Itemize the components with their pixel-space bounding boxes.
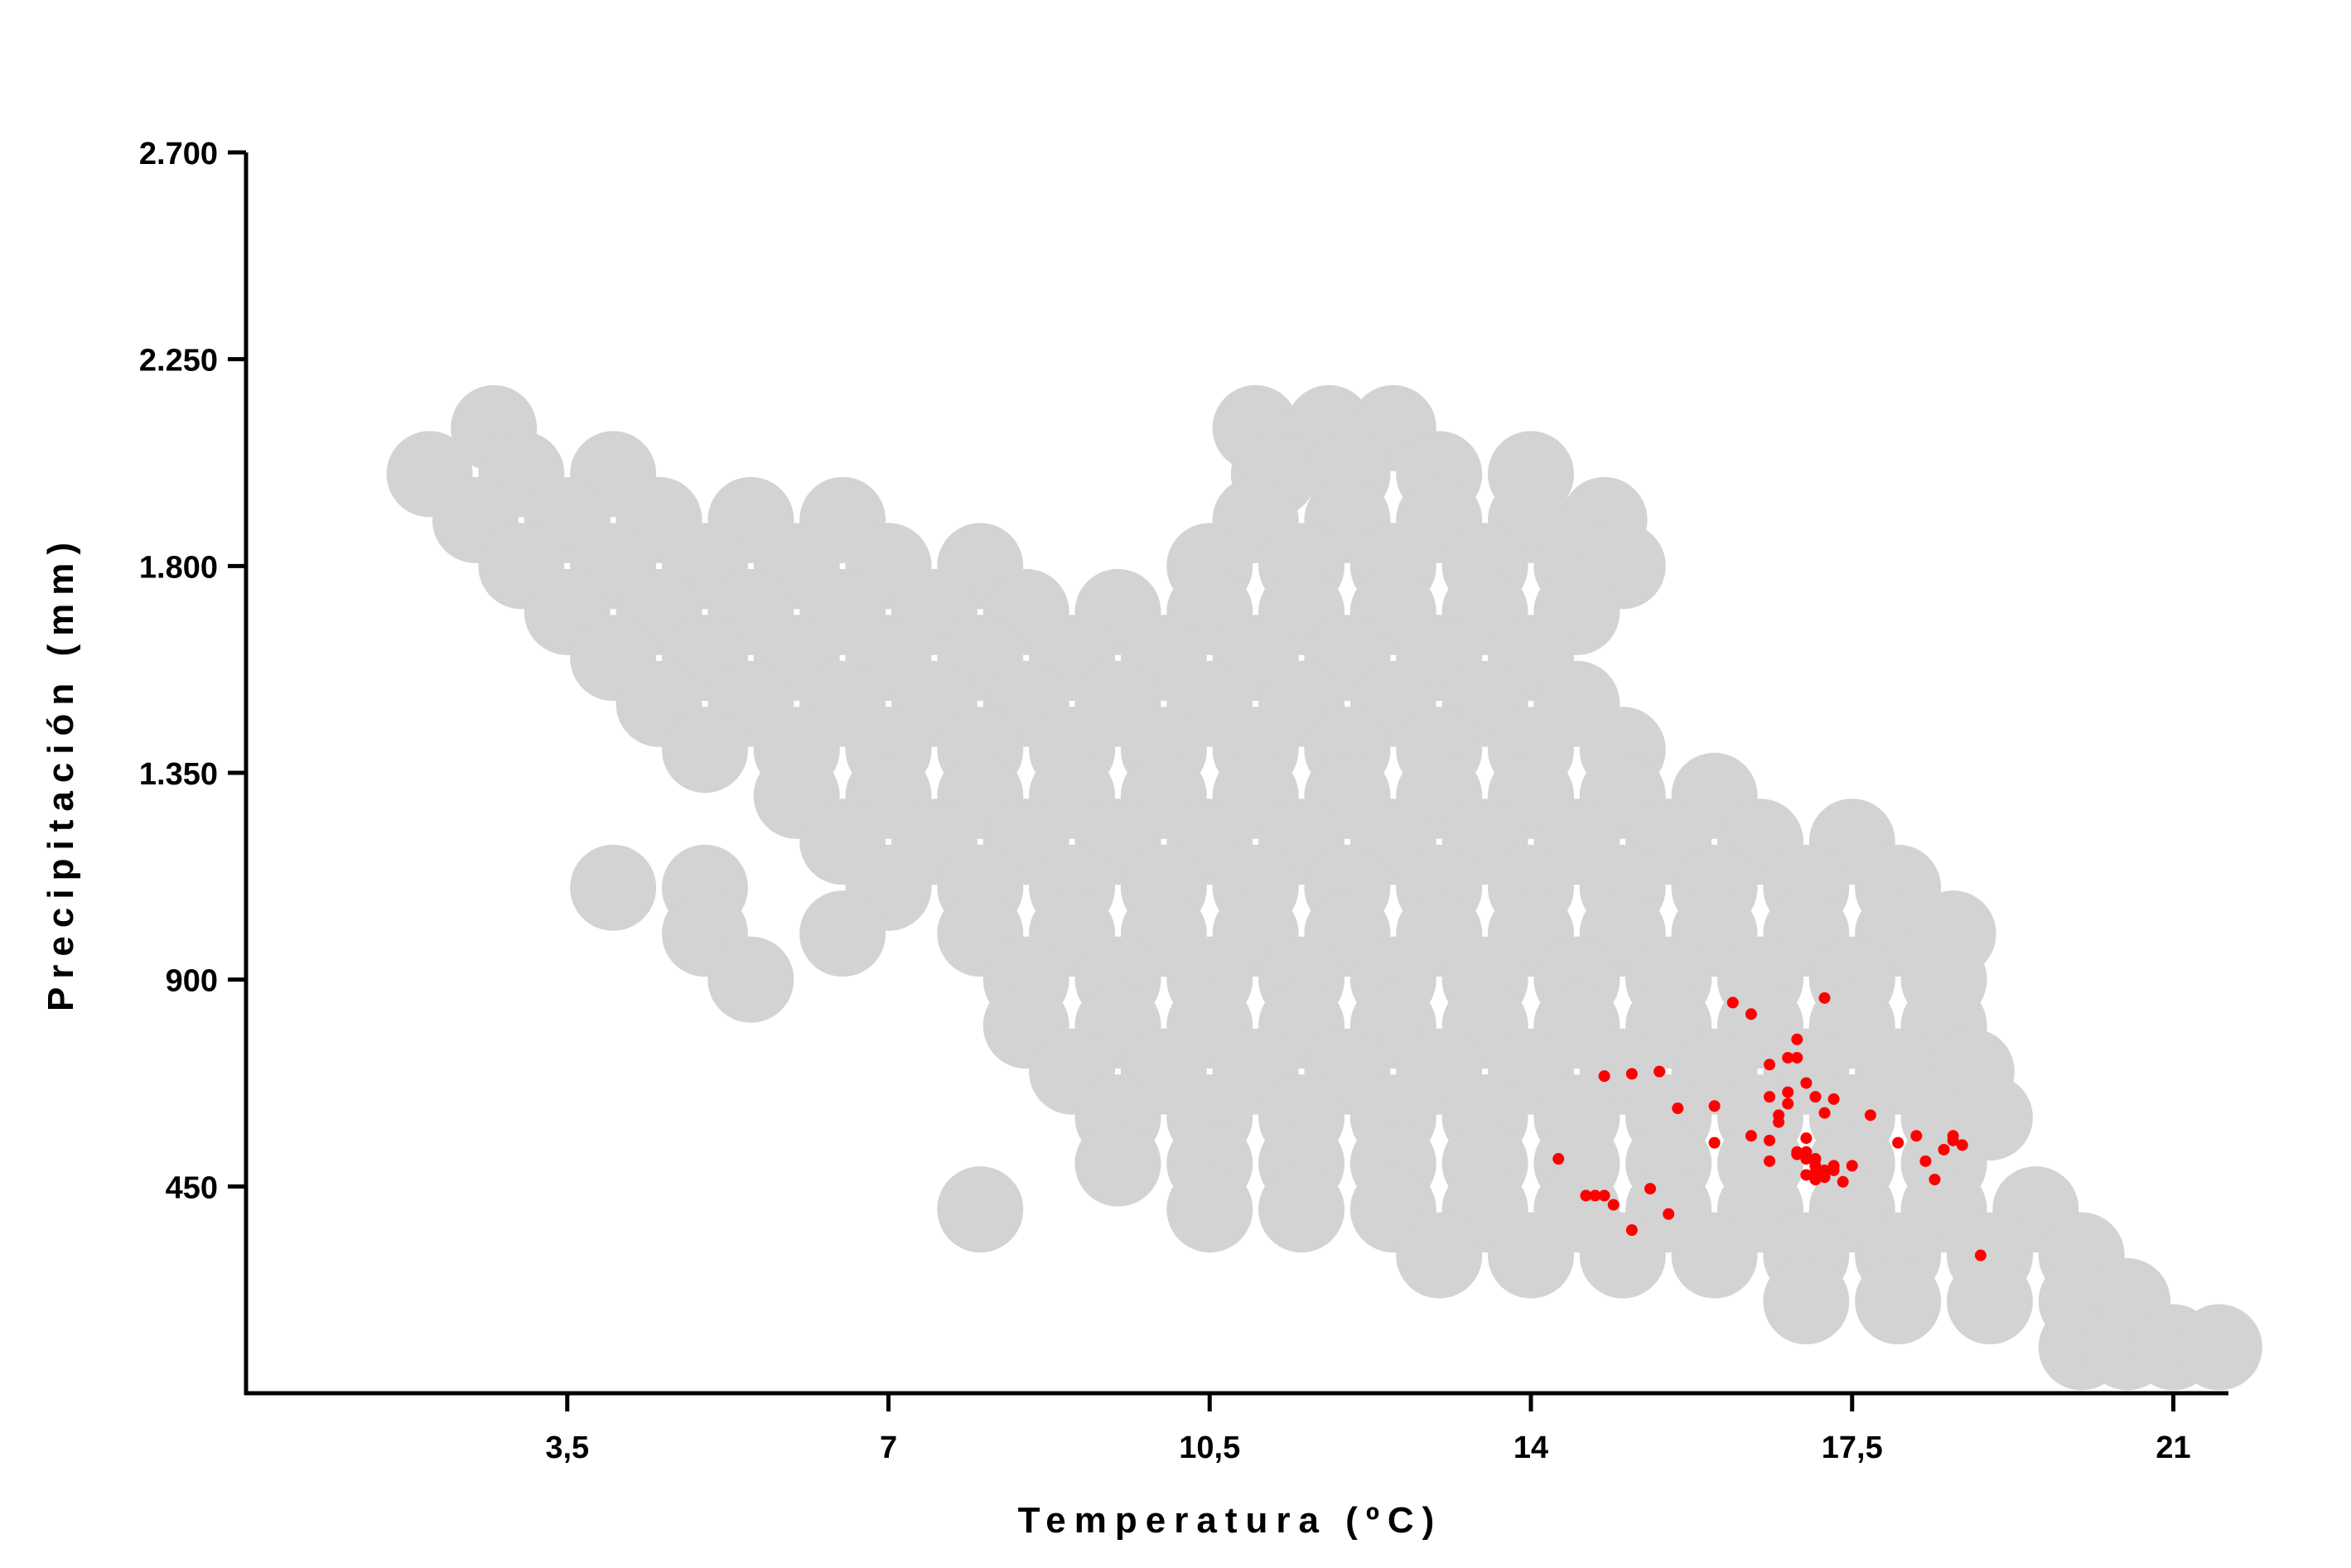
y-tick-label: 1.350: [139, 757, 218, 792]
point: [1947, 1130, 1959, 1142]
x-tick-label: 17,5: [1822, 1430, 1883, 1465]
point: [1809, 1174, 1822, 1186]
point: [1745, 1008, 1757, 1020]
background-point: [937, 1166, 1024, 1253]
background-point: [1258, 1166, 1345, 1253]
point: [1809, 1091, 1822, 1103]
x-axis-title: Temperatura (ºC): [1018, 1500, 1443, 1541]
point: [1846, 1160, 1858, 1172]
point: [1818, 1171, 1831, 1184]
point: [1625, 1224, 1638, 1237]
background-point: [570, 844, 657, 931]
point: [1653, 1065, 1666, 1078]
point: [1827, 1164, 1840, 1176]
y-tick-label: 2.700: [139, 137, 218, 171]
y-axis-title: Precipitación (mm): [41, 534, 81, 1011]
point: [1837, 1175, 1849, 1188]
point: [1800, 1132, 1813, 1145]
point: [1800, 1169, 1813, 1181]
point: [1791, 1051, 1803, 1064]
point: [1956, 1139, 1968, 1151]
point: [1589, 1189, 1601, 1202]
background-point: [1488, 1212, 1575, 1299]
point: [1764, 1134, 1776, 1146]
background-point: [1671, 1212, 1758, 1299]
point: [1764, 1091, 1776, 1103]
y-tick-label: 1.800: [139, 550, 218, 585]
y-tick-label: 2.250: [139, 344, 218, 379]
point: [1800, 1153, 1813, 1165]
background-point: [1579, 1212, 1666, 1299]
point: [1864, 1109, 1876, 1122]
point: [1708, 1100, 1721, 1112]
x-tick-label: 14: [1513, 1430, 1548, 1465]
x-tick-label: 3,5: [545, 1430, 589, 1465]
point: [1764, 1155, 1776, 1167]
point: [1818, 991, 1831, 1004]
point: [1607, 1199, 1620, 1211]
background-point: [1396, 1212, 1483, 1299]
background-point: [1763, 1258, 1850, 1345]
point: [1672, 1102, 1684, 1115]
point: [1745, 1130, 1757, 1142]
point: [1800, 1077, 1813, 1089]
background-point: [1855, 1258, 1942, 1345]
point: [1910, 1130, 1923, 1142]
y-tick-label: 450: [166, 1170, 218, 1205]
point: [1598, 1070, 1610, 1083]
point: [1644, 1183, 1657, 1195]
point: [1791, 1148, 1803, 1160]
y-tick-label: 900: [166, 964, 218, 999]
x-tick-label: 10,5: [1179, 1430, 1240, 1465]
point: [1974, 1249, 1987, 1262]
point: [1773, 1116, 1785, 1128]
background-point: [1166, 1166, 1253, 1253]
background-point: [2175, 1304, 2262, 1391]
background-point: [799, 890, 886, 977]
background-points: [386, 384, 2262, 1391]
point: [1625, 1068, 1638, 1080]
point: [1929, 1174, 1941, 1186]
point: [1818, 1107, 1831, 1119]
point: [1782, 1051, 1794, 1064]
point: [1764, 1059, 1776, 1071]
point: [1663, 1208, 1675, 1220]
point: [1782, 1086, 1794, 1098]
point: [1892, 1136, 1904, 1149]
point: [1552, 1153, 1565, 1165]
point: [1726, 996, 1739, 1009]
point: [1598, 1189, 1610, 1202]
point: [1809, 1153, 1822, 1165]
point: [1782, 1098, 1794, 1110]
x-tick-label: 21: [2155, 1430, 2190, 1465]
point: [1791, 1033, 1803, 1045]
point: [1919, 1155, 1932, 1167]
plot-area: [386, 384, 2262, 1391]
background-point: [707, 936, 794, 1023]
point: [1708, 1136, 1721, 1149]
point: [1827, 1093, 1840, 1105]
x-tick-label: 7: [880, 1430, 897, 1465]
point: [1938, 1143, 1950, 1155]
highlight-points: [1552, 991, 1987, 1262]
background-point: [1074, 1120, 1161, 1207]
point: [1580, 1189, 1592, 1202]
background-point: [1946, 1258, 2033, 1345]
background-point: [661, 707, 748, 794]
